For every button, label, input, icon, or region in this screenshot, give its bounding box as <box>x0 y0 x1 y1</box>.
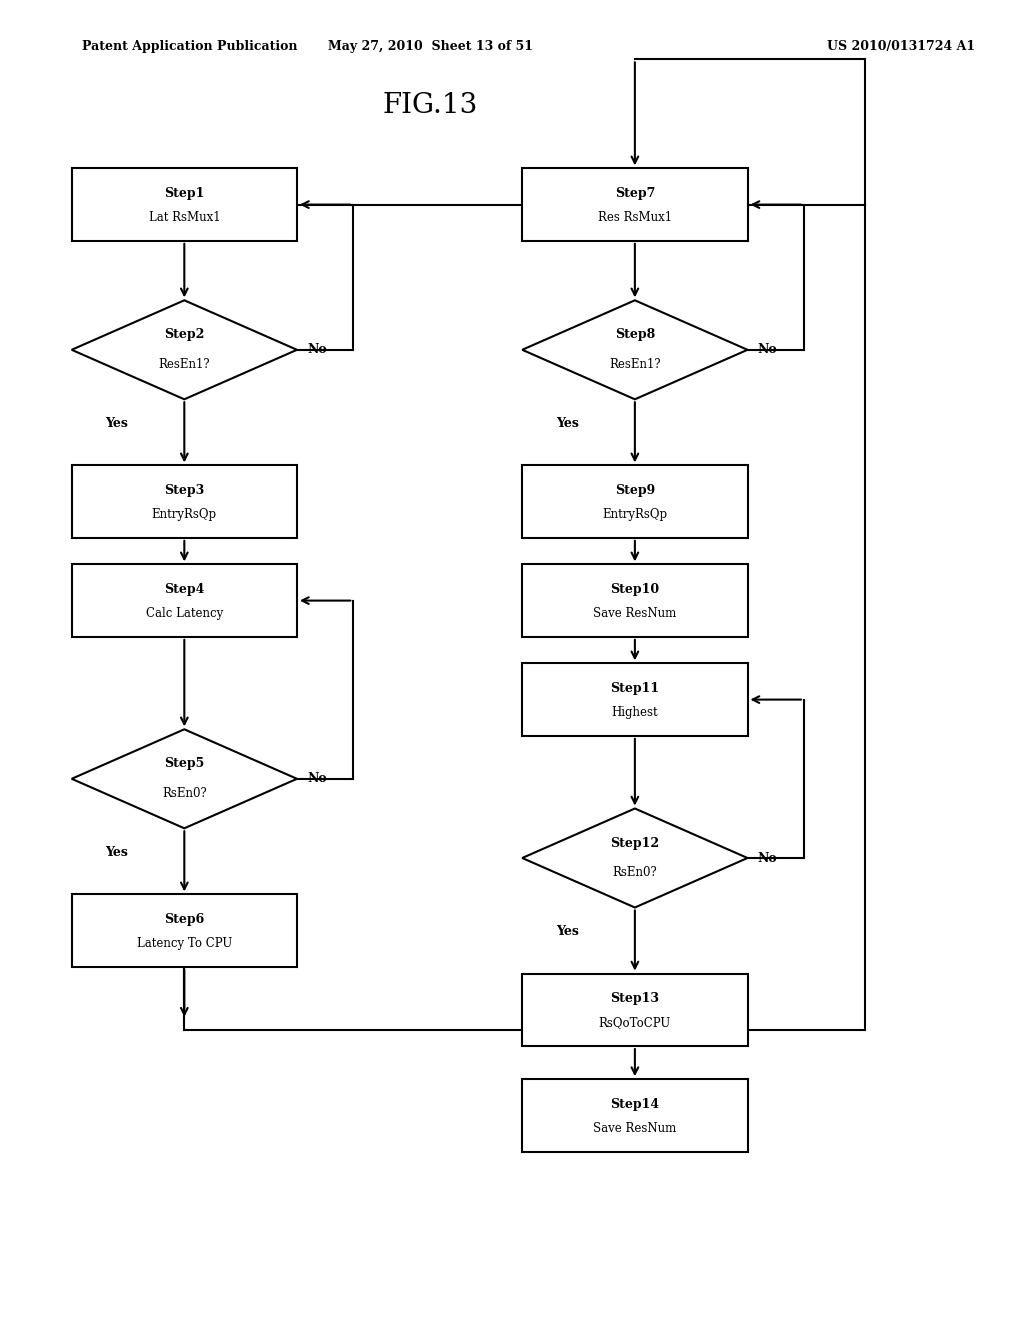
FancyBboxPatch shape <box>522 974 748 1045</box>
Text: Calc Latency: Calc Latency <box>145 607 223 620</box>
Text: May 27, 2010  Sheet 13 of 51: May 27, 2010 Sheet 13 of 51 <box>328 40 532 53</box>
Text: EntryRsQp: EntryRsQp <box>602 508 668 521</box>
Text: Step1: Step1 <box>164 187 205 201</box>
Text: Step11: Step11 <box>610 682 659 696</box>
Polygon shape <box>72 301 297 399</box>
Text: Yes: Yes <box>556 417 579 429</box>
Text: Highest: Highest <box>611 706 658 719</box>
FancyBboxPatch shape <box>522 564 748 636</box>
Text: Step4: Step4 <box>164 583 205 597</box>
Text: Step14: Step14 <box>610 1098 659 1111</box>
Text: ResEn1?: ResEn1? <box>609 358 660 371</box>
Text: Yes: Yes <box>105 846 128 858</box>
Text: Step7: Step7 <box>614 187 655 201</box>
FancyBboxPatch shape <box>522 465 748 539</box>
Text: Latency To CPU: Latency To CPU <box>136 937 232 950</box>
Text: RsQoToCPU: RsQoToCPU <box>599 1016 671 1030</box>
FancyBboxPatch shape <box>72 465 297 539</box>
Polygon shape <box>72 729 297 829</box>
FancyBboxPatch shape <box>72 564 297 636</box>
Text: Yes: Yes <box>556 925 579 937</box>
FancyBboxPatch shape <box>72 895 297 966</box>
Text: Step10: Step10 <box>610 583 659 597</box>
Text: No: No <box>758 343 777 356</box>
Polygon shape <box>522 301 748 399</box>
Text: EntryRsQp: EntryRsQp <box>152 508 217 521</box>
Text: RsEn0?: RsEn0? <box>162 787 207 800</box>
Text: Patent Application Publication: Patent Application Publication <box>82 40 297 53</box>
Text: Step12: Step12 <box>610 837 659 850</box>
Text: No: No <box>307 772 327 785</box>
Text: Lat RsMux1: Lat RsMux1 <box>148 211 220 224</box>
Text: ResEn1?: ResEn1? <box>159 358 210 371</box>
Text: Step9: Step9 <box>614 484 655 498</box>
Text: US 2010/0131724 A1: US 2010/0131724 A1 <box>827 40 975 53</box>
Text: Save ResNum: Save ResNum <box>593 1122 677 1135</box>
Text: Step3: Step3 <box>164 484 205 498</box>
Text: Yes: Yes <box>105 417 128 429</box>
Text: Step6: Step6 <box>164 913 205 927</box>
Text: RsEn0?: RsEn0? <box>612 866 657 879</box>
Text: Step5: Step5 <box>164 758 205 771</box>
Text: Step2: Step2 <box>164 329 205 342</box>
Text: FIG.13: FIG.13 <box>382 92 478 119</box>
FancyBboxPatch shape <box>72 168 297 242</box>
FancyBboxPatch shape <box>522 664 748 737</box>
FancyBboxPatch shape <box>522 168 748 242</box>
Text: No: No <box>758 851 777 865</box>
Polygon shape <box>522 808 748 908</box>
Text: Save ResNum: Save ResNum <box>593 607 677 620</box>
Text: Step8: Step8 <box>614 329 655 342</box>
Text: No: No <box>307 343 327 356</box>
FancyBboxPatch shape <box>522 1080 748 1151</box>
Text: Res RsMux1: Res RsMux1 <box>598 211 672 224</box>
Text: Step13: Step13 <box>610 993 659 1006</box>
